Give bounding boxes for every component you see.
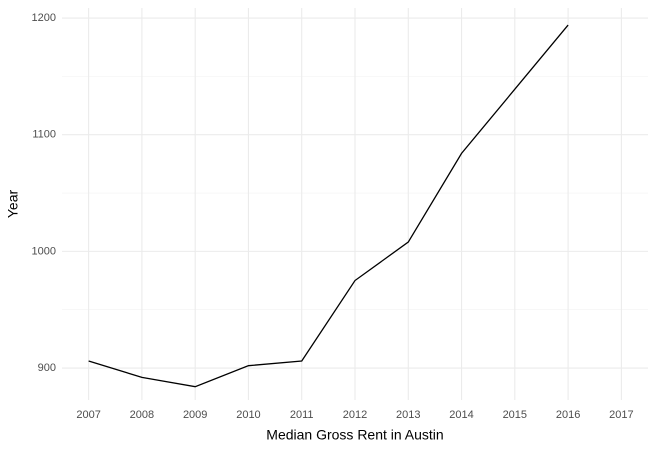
x-tick-label: 2014 [449,409,473,421]
x-axis-title: Median Gross Rent in Austin [266,427,443,443]
x-tick-label: 2013 [396,409,420,421]
x-tick-label: 2008 [130,409,154,421]
x-tick-label: 2017 [609,409,633,421]
line [88,24,569,388]
y-tick-label: 1200 [32,12,56,24]
x-tick-label: 2010 [236,409,260,421]
y-axis-title: Year [5,190,21,219]
x-tick-label: 2011 [290,409,314,421]
x-tick-label: 2009 [183,409,207,421]
y-tick-label: 900 [38,362,56,374]
x-tick-label: 2007 [76,409,100,421]
x-tick-label: 2016 [556,409,580,421]
x-tick-label: 2012 [343,409,367,421]
x-tick-label: 2015 [503,409,527,421]
y-tick-label: 1100 [32,129,56,141]
y-tick-label: 1000 [32,245,56,257]
